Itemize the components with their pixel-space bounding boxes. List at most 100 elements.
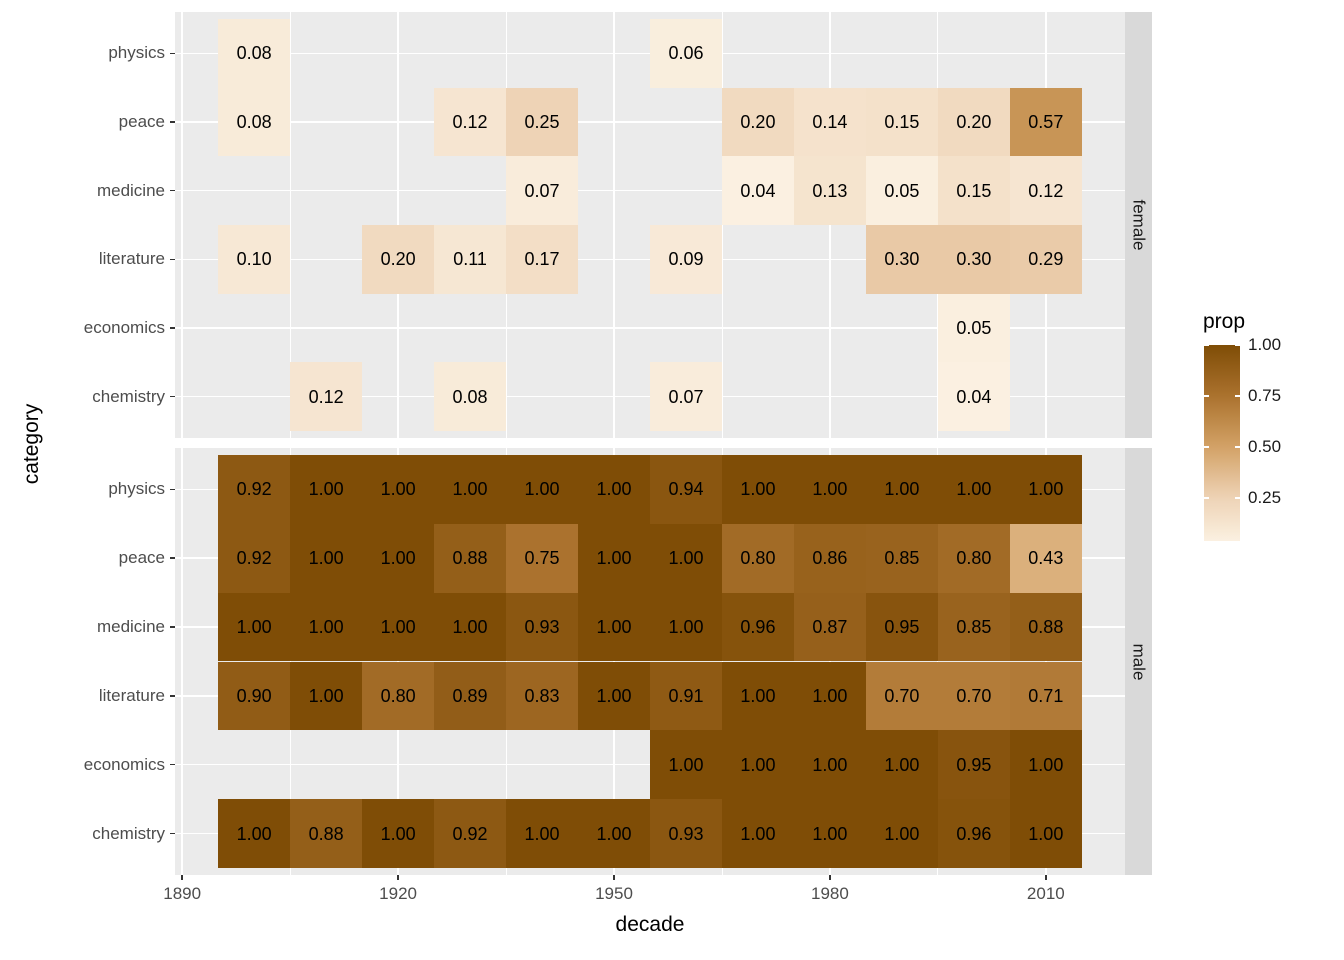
facet-strip-female: female xyxy=(1125,12,1152,438)
heatmap-tile: 0.15 xyxy=(865,87,938,157)
heatmap-tile: 0.92 xyxy=(218,523,291,593)
x-tick-label: 1980 xyxy=(811,884,849,903)
heatmap-tile: 1.00 xyxy=(578,799,650,869)
gridline-y-major xyxy=(175,327,1125,329)
x-tick-label: 1920 xyxy=(379,884,418,903)
heatmap-tile: 0.71 xyxy=(1009,661,1082,731)
heatmap-tile: 0.12 xyxy=(1009,156,1082,225)
heatmap-tile: 0.92 xyxy=(218,454,291,524)
y-tick-label: peace xyxy=(118,111,165,131)
heatmap-tile: 0.10 xyxy=(218,225,291,294)
heatmap-tile: 0.04 xyxy=(937,362,1010,432)
heatmap-tile: 1.00 xyxy=(793,799,866,869)
y-axis-tick xyxy=(170,695,175,697)
heatmap-tile: 0.08 xyxy=(218,18,291,88)
heatmap-tile: 1.00 xyxy=(290,592,363,662)
heatmap-tile: 0.57 xyxy=(1009,87,1082,157)
x-tick-label: 1950 xyxy=(595,884,633,903)
heatmap-tile: 1.00 xyxy=(721,730,794,800)
heatmap-tile: 0.12 xyxy=(434,87,507,157)
heatmap-tile: 0.30 xyxy=(865,225,938,294)
heatmap-tile: 0.92 xyxy=(434,799,507,869)
heatmap-tile: 0.12 xyxy=(290,362,363,432)
y-axis-tick xyxy=(170,626,175,628)
heatmap-tile: 1.00 xyxy=(578,661,650,731)
heatmap-tile: 0.80 xyxy=(721,523,794,593)
y-tick-label: economics xyxy=(83,318,165,338)
heatmap-tile: 1.00 xyxy=(1009,454,1082,524)
heatmap-tile: 0.25 xyxy=(506,87,579,157)
heatmap-tile: 1.00 xyxy=(290,454,363,524)
heatmap-tile: 1.00 xyxy=(362,454,435,524)
heatmap-tile: 0.96 xyxy=(721,592,794,662)
heatmap-tile: 0.90 xyxy=(218,661,291,731)
y-tick-label: physics xyxy=(108,479,165,499)
y-tick-label: physics xyxy=(108,43,165,63)
y-tick-label: literature xyxy=(98,685,165,705)
y-axis-tick xyxy=(170,52,175,54)
y-tick-label: medicine xyxy=(96,180,165,200)
heatmap-tile: 1.00 xyxy=(578,454,650,524)
facet-panel-female: 0.08 0.06 0.08 0.12 0.25 0.20 0.14 0.15 0.20 0.57… xyxy=(175,12,1125,438)
heatmap-tile: 1.00 xyxy=(650,730,722,800)
heatmap-tile: 1.00 xyxy=(721,799,794,869)
heatmap-tile: 1.00 xyxy=(937,454,1010,524)
x-tick-label: 1890 xyxy=(163,884,202,903)
y-axis-tick xyxy=(170,488,175,490)
legend-bar-tick xyxy=(1204,497,1209,499)
heatmap-tile: 1.00 xyxy=(578,523,650,593)
heatmap-tile: 1.00 xyxy=(506,454,579,524)
x-axis-tick xyxy=(613,875,615,880)
heatmap-tile: 0.11 xyxy=(434,225,507,294)
y-axis-tick xyxy=(170,832,175,835)
heatmap-tile: 0.20 xyxy=(362,225,435,294)
heatmap-tile: 0.86 xyxy=(793,523,866,593)
x-axis-title: decade xyxy=(615,913,685,936)
heatmap-tile: 0.96 xyxy=(937,799,1010,869)
y-axis-tick xyxy=(170,557,175,559)
heatmap-tile: 0.29 xyxy=(1009,225,1082,294)
heatmap-tile: 0.93 xyxy=(650,799,722,869)
heatmap-tile: 0.88 xyxy=(434,523,507,593)
heatmap-tile: 0.94 xyxy=(650,454,722,524)
heatmap-tile: 1.00 xyxy=(793,661,866,731)
gridline-x-major xyxy=(613,12,615,438)
y-axis-tick xyxy=(170,327,175,329)
heatmap-tile: 0.20 xyxy=(937,87,1010,157)
heatmap-tile: 1.00 xyxy=(218,799,291,869)
gridline-x-minor xyxy=(289,12,291,438)
heatmap-tile: 1.00 xyxy=(865,799,938,869)
heatmap-tile: 0.06 xyxy=(650,18,722,88)
heatmap-tile: 1.00 xyxy=(434,454,507,524)
heatmap-tile: 0.13 xyxy=(793,156,866,225)
heatmap-tile: 0.08 xyxy=(218,87,291,157)
legend-tick-label: 0.75 xyxy=(1248,386,1282,406)
heatmap-tile: 1.00 xyxy=(434,592,507,662)
x-axis-tick xyxy=(397,875,399,880)
heatmap-tile: 1.00 xyxy=(721,454,794,524)
y-tick-label: chemistry xyxy=(92,386,165,406)
heatmap-tile: 0.43 xyxy=(1009,523,1082,593)
heatmap-tile: 1.00 xyxy=(865,730,938,800)
heatmap-tile: 0.09 xyxy=(650,225,722,294)
y-tick-label: peace xyxy=(118,548,165,568)
gridline-y-major xyxy=(175,121,1125,123)
heatmap-tile: 1.00 xyxy=(865,454,938,524)
heatmap-tile: 1.00 xyxy=(290,661,363,731)
heatmap-tile: 0.07 xyxy=(650,362,722,432)
heatmap-tile: 0.30 xyxy=(937,225,1010,294)
y-axis-tick xyxy=(170,258,175,261)
legend-bar-tick xyxy=(1235,446,1240,448)
heatmap-tile: 1.00 xyxy=(362,592,435,662)
heatmap-tile: 0.20 xyxy=(721,87,794,157)
gridline-x-major xyxy=(181,12,183,438)
y-axis-tick xyxy=(170,764,175,766)
heatmap-tile: 1.00 xyxy=(578,592,650,662)
gridline-x-major xyxy=(181,448,183,875)
heatmap-tile: 1.00 xyxy=(793,454,866,524)
facet-panel-male: 0.92 1.00 1.00 1.00 1.00 1.00 0.94 1.00 1.00 1.00… xyxy=(175,448,1125,875)
heatmap-tile: 0.15 xyxy=(937,156,1010,225)
